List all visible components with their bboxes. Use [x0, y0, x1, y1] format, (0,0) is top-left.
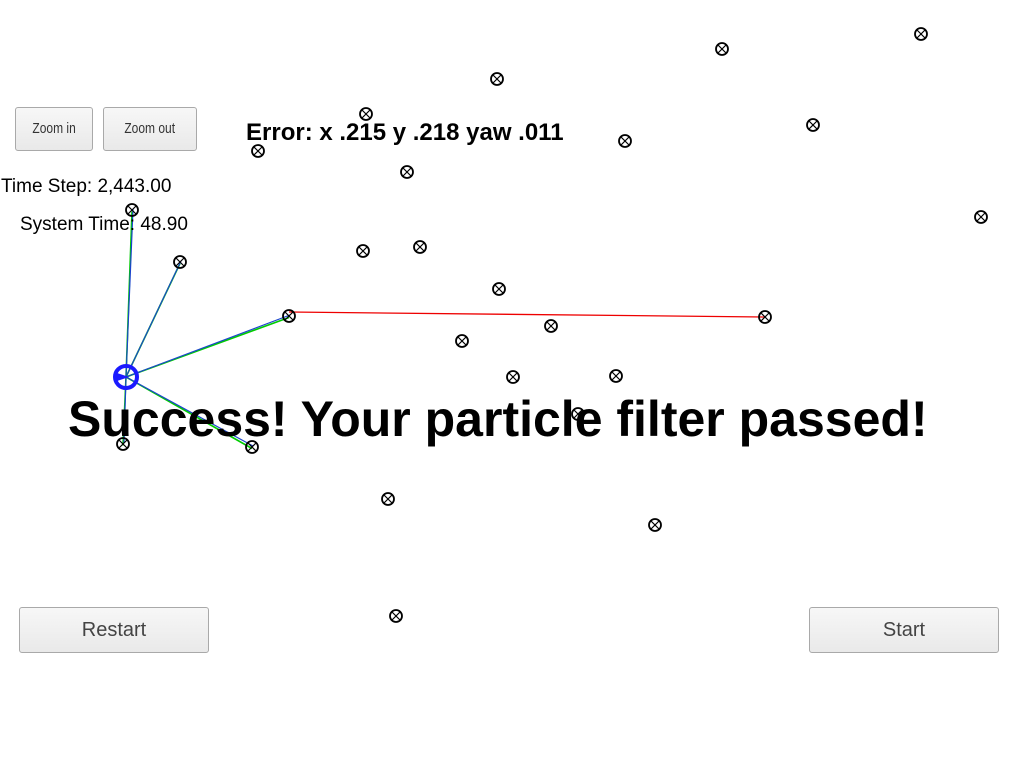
- landmark-marker: [490, 72, 504, 86]
- observation-line: [125, 314, 291, 378]
- zoom-in-button[interactable]: Zoom in: [15, 107, 93, 151]
- landmark-marker: [282, 309, 296, 323]
- observation-lines: [122, 208, 766, 450]
- observation-line: [125, 260, 182, 378]
- landmark-marker: [251, 144, 265, 158]
- landmark-marker: [359, 107, 373, 121]
- landmark-marker: [389, 609, 403, 623]
- system-time-readout: System Time: 48.90: [20, 214, 188, 235]
- observation-line: [125, 376, 254, 447]
- restart-button[interactable]: Restart: [19, 607, 209, 653]
- landmark-marker: [125, 203, 139, 217]
- landmark-marker: [914, 27, 928, 41]
- landmark-marker: [492, 282, 506, 296]
- landmark-marker: [173, 255, 187, 269]
- success-message: Success! Your particle filter passed!: [68, 391, 928, 447]
- observation-line: [125, 208, 134, 378]
- landmark-marker: [413, 240, 427, 254]
- landmark-marker: [571, 407, 585, 421]
- landmark-marker: [381, 492, 395, 506]
- error-readout: Error: x .215 y .218 yaw .011: [246, 119, 564, 146]
- landmark-marker: [609, 369, 623, 383]
- landmark-marker: [245, 440, 259, 454]
- landmark-marker: [648, 518, 662, 532]
- landmark-marker: [974, 210, 988, 224]
- time-step-readout: Time Step: 2,443.00: [1, 176, 172, 197]
- landmark-marker: [715, 42, 729, 56]
- landmarks: [116, 27, 988, 623]
- zoom-out-label: Zoom out: [124, 120, 176, 137]
- zoom-out-button[interactable]: Zoom out: [103, 107, 197, 151]
- landmark-marker: [455, 334, 469, 348]
- landmark-marker: [400, 165, 414, 179]
- zoom-in-label: Zoom in: [32, 120, 76, 137]
- landmark-marker: [618, 134, 632, 148]
- landmark-marker: [506, 370, 520, 384]
- landmark-marker: [356, 244, 370, 258]
- heading-line: [288, 311, 766, 318]
- landmark-marker: [806, 118, 820, 132]
- landmark-marker: [544, 319, 558, 333]
- landmark-marker: [758, 310, 772, 324]
- landmark-marker: [116, 437, 130, 451]
- vehicle-icon: [113, 364, 139, 390]
- start-button[interactable]: Start: [809, 607, 999, 653]
